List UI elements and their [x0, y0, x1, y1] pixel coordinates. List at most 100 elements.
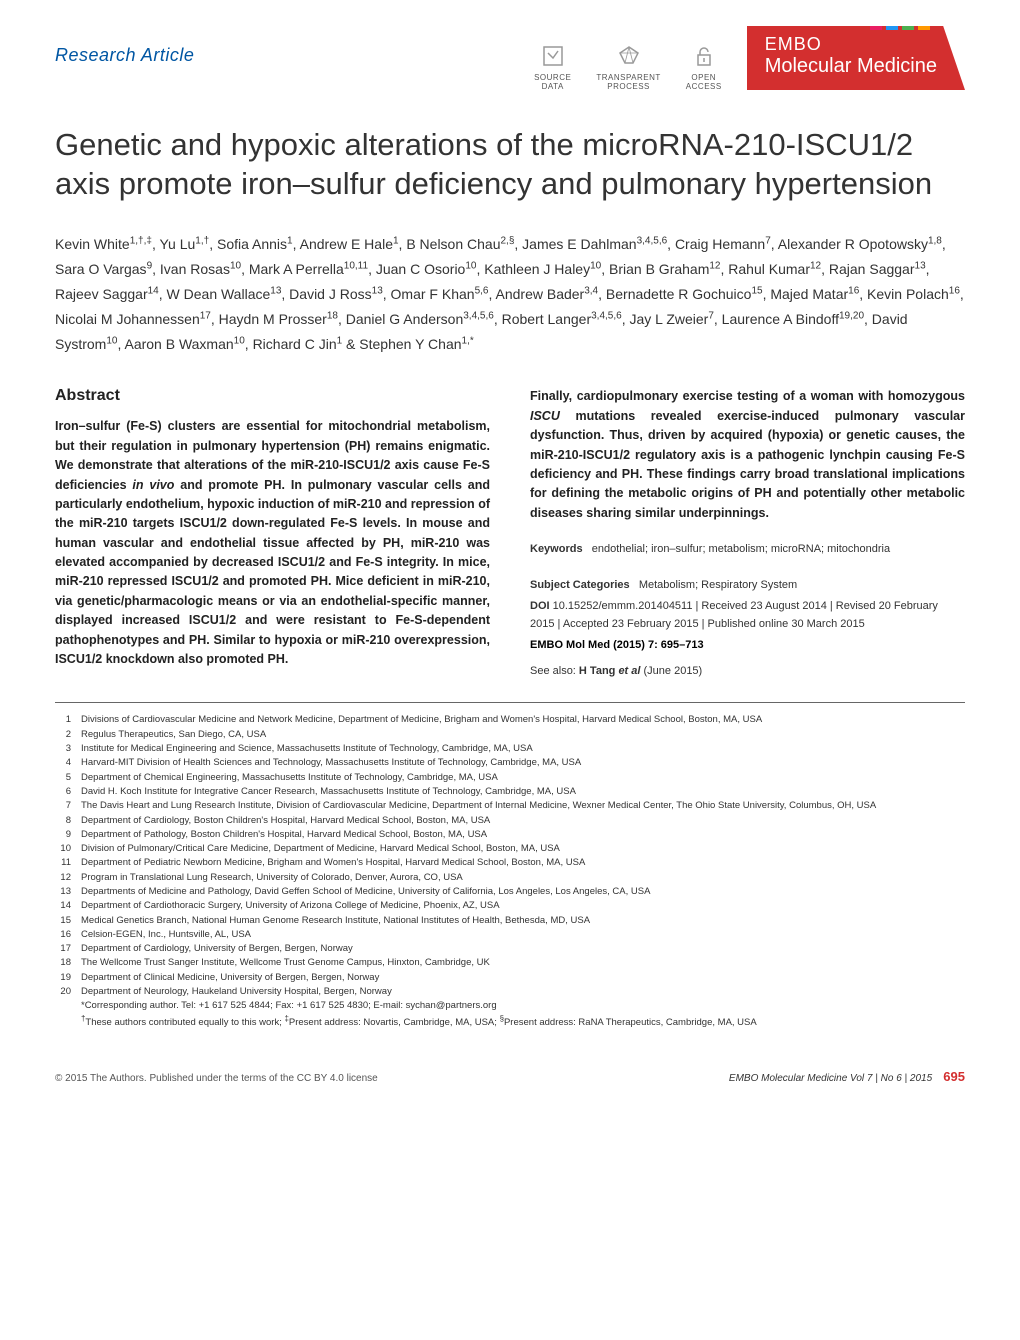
- page-number: 695: [943, 1069, 965, 1084]
- aff-text: Institute for Medical Engineering and Sc…: [81, 742, 533, 755]
- affiliation-row: 11 Department of Pediatric Newborn Medici…: [55, 856, 965, 869]
- aff-text: Department of Cardiology, Boston Childre…: [81, 814, 490, 827]
- affiliation-row: 8 Department of Cardiology, Boston Childr…: [55, 814, 965, 827]
- doi-label: DOI: [530, 600, 550, 612]
- aff-text: The Wellcome Trust Sanger Institute, Wel…: [81, 956, 490, 969]
- open-access-badge: OPENACCESS: [686, 45, 722, 91]
- aff-number: 20: [55, 985, 71, 998]
- badge-group: SOURCEDATA TRANSPARENTPROCESS OPENACCESS…: [534, 45, 965, 91]
- aff-text: David H. Koch Institute for Integrative …: [81, 785, 576, 798]
- equal-contribution-note: †These authors contributed equally to th…: [81, 1013, 965, 1029]
- affiliation-row: 13 Departments of Medicine and Pathology,…: [55, 885, 965, 898]
- abstract-heading: Abstract: [55, 387, 490, 405]
- abstract-col-right: Finally, cardiopulmonary exercise testin…: [530, 387, 965, 677]
- affiliation-row: 6 David H. Koch Institute for Integrative…: [55, 785, 965, 798]
- affiliation-row: 2 Regulus Therapeutics, San Diego, CA, US…: [55, 728, 965, 741]
- keywords-values: endothelial; iron–sulfur; metabolism; mi…: [592, 543, 890, 555]
- aff-number: 17: [55, 942, 71, 955]
- aff-text: The Davis Heart and Lung Research Instit…: [81, 799, 876, 812]
- affiliation-row: 1 Divisions of Cardiovascular Medicine an…: [55, 713, 965, 726]
- aff-text: Division of Pulmonary/Critical Care Medi…: [81, 842, 560, 855]
- aff-number: 11: [55, 856, 71, 869]
- affiliation-row: 10 Division of Pulmonary/Critical Care Me…: [55, 842, 965, 855]
- aff-text: Harvard-MIT Division of Health Sciences …: [81, 756, 581, 769]
- aff-number: 2: [55, 728, 71, 741]
- affiliation-row: 5 Department of Chemical Engineering, Mas…: [55, 771, 965, 784]
- affiliation-row: 14 Department of Cardiothoracic Surgery, …: [55, 899, 965, 912]
- page-footer: © 2015 The Authors. Published under the …: [55, 1069, 965, 1084]
- abstract-col-left: Abstract Iron–sulfur (Fe-S) clusters are…: [55, 387, 490, 677]
- footer-journal: EMBO Molecular Medicine Vol 7 | No 6 | 2…: [729, 1073, 932, 1084]
- affiliations: 1 Divisions of Cardiovascular Medicine an…: [55, 713, 965, 1029]
- aff-number: 14: [55, 899, 71, 912]
- aff-text: Department of Cardiothoracic Surgery, Un…: [81, 899, 500, 912]
- affiliation-row: 9 Department of Pathology, Boston Childre…: [55, 828, 965, 841]
- affiliation-row: 20 Department of Neurology, Haukeland Uni…: [55, 985, 965, 998]
- aff-text: Medical Genetics Branch, National Human …: [81, 914, 590, 927]
- keywords-label: Keywords: [530, 543, 583, 555]
- abstract-text-2: Finally, cardiopulmonary exercise testin…: [530, 387, 965, 523]
- aff-number: 3: [55, 742, 71, 755]
- abstract-section: Abstract Iron–sulfur (Fe-S) clusters are…: [55, 387, 965, 677]
- journal-logo: EMBO Molecular Medicine: [747, 26, 965, 90]
- affiliation-row: 18 The Wellcome Trust Sanger Institute, W…: [55, 956, 965, 969]
- transparent-process-badge: TRANSPARENTPROCESS: [596, 45, 660, 91]
- aff-text: Department of Clinical Medicine, Univers…: [81, 971, 379, 984]
- aff-number: 13: [55, 885, 71, 898]
- aff-text: Department of Chemical Engineering, Mass…: [81, 771, 498, 784]
- badge-label: OPENACCESS: [686, 73, 722, 91]
- doi-line: DOI 10.15252/emmm.201404511 | Received 2…: [530, 598, 965, 633]
- aff-number: 1: [55, 713, 71, 726]
- logo-stripes: [870, 14, 930, 30]
- aff-number: 19: [55, 971, 71, 984]
- affiliation-row: 19 Department of Clinical Medicine, Unive…: [55, 971, 965, 984]
- aff-text: Program in Translational Lung Research, …: [81, 871, 463, 884]
- journal-name-bottom: Molecular Medicine: [765, 55, 937, 78]
- transparent-icon: [596, 45, 660, 69]
- aff-number: 7: [55, 799, 71, 812]
- aff-number: 16: [55, 928, 71, 941]
- aff-text: Department of Cardiology, University of …: [81, 942, 353, 955]
- aff-number: 18: [55, 956, 71, 969]
- affiliation-row: 17 Department of Cardiology, University o…: [55, 942, 965, 955]
- author-list: Kevin White1,†,‡, Yu Lu1,†, Sofia Annis1…: [55, 232, 965, 358]
- aff-text: Departments of Medicine and Pathology, D…: [81, 885, 650, 898]
- aff-text: Celsion-EGEN, Inc., Huntsville, AL, USA: [81, 928, 251, 941]
- source-data-badge: SOURCEDATA: [534, 45, 571, 91]
- affiliation-row: 16 Celsion-EGEN, Inc., Huntsville, AL, US…: [55, 928, 965, 941]
- article-title: Genetic and hypoxic alterations of the m…: [55, 126, 965, 204]
- affiliation-row: 12 Program in Translational Lung Research…: [55, 871, 965, 884]
- doi-text: 10.15252/emmm.201404511 | Received 23 Au…: [530, 600, 938, 630]
- article-type: Research Article: [55, 45, 194, 66]
- source-data-icon: [534, 45, 571, 69]
- see-also: See also: H Tang et al (June 2015): [530, 665, 965, 677]
- citation: EMBO Mol Med (2015) 7: 695–713: [530, 639, 965, 651]
- aff-number: 5: [55, 771, 71, 784]
- subject-values: Metabolism; Respiratory System: [639, 579, 797, 591]
- aff-text: Department of Neurology, Haukeland Unive…: [81, 985, 392, 998]
- lock-icon: [686, 45, 722, 69]
- footer-copyright: © 2015 The Authors. Published under the …: [55, 1073, 378, 1084]
- aff-text: Department of Pediatric Newborn Medicine…: [81, 856, 585, 869]
- aff-text: Divisions of Cardiovascular Medicine and…: [81, 713, 762, 726]
- aff-number: 9: [55, 828, 71, 841]
- aff-text: Department of Pathology, Boston Children…: [81, 828, 487, 841]
- subject-label: Subject Categories: [530, 579, 630, 591]
- subject-categories: Subject Categories Metabolism; Respirato…: [530, 577, 965, 595]
- journal-name-top: EMBO: [765, 34, 937, 55]
- keywords: Keywords endothelial; iron–sulfur; metab…: [530, 541, 965, 559]
- affiliation-row: 3 Institute for Medical Engineering and S…: [55, 742, 965, 755]
- abstract-text-1: Iron–sulfur (Fe-S) clusters are essentia…: [55, 417, 490, 669]
- aff-text: Regulus Therapeutics, San Diego, CA, USA: [81, 728, 266, 741]
- aff-number: 8: [55, 814, 71, 827]
- aff-number: 12: [55, 871, 71, 884]
- aff-number: 10: [55, 842, 71, 855]
- aff-number: 6: [55, 785, 71, 798]
- badge-label: TRANSPARENTPROCESS: [596, 73, 660, 91]
- affiliation-row: 15 Medical Genetics Branch, National Huma…: [55, 914, 965, 927]
- page-header: Research Article SOURCEDATA TRANSPARENTP…: [55, 45, 965, 91]
- corresponding-note: *Corresponding author. Tel: +1 617 525 4…: [81, 999, 965, 1012]
- affiliation-row: 7 The Davis Heart and Lung Research Insti…: [55, 799, 965, 812]
- aff-number: 15: [55, 914, 71, 927]
- badge-label: SOURCEDATA: [534, 73, 571, 91]
